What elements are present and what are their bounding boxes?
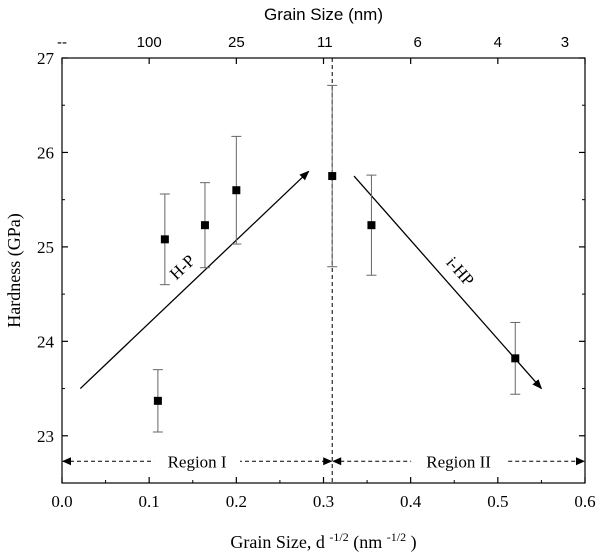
region-arrowhead-left <box>332 457 342 466</box>
region-label: Region I <box>168 452 227 471</box>
y-tick-label: 26 <box>37 143 54 162</box>
x-tick-label: 0.4 <box>400 492 422 511</box>
top-tick-label: 4 <box>494 34 502 51</box>
x-axis-title-unit-exponent: -1/2 <box>387 530 406 544</box>
y-tick-label: 25 <box>37 238 54 257</box>
x-tick-label: 0.5 <box>487 492 508 511</box>
top-axis-title: Grain Size (nm) <box>264 5 383 24</box>
region-arrowhead-right <box>576 457 585 466</box>
data-point <box>367 221 376 230</box>
data-point <box>232 186 241 195</box>
data-point <box>328 172 337 181</box>
top-tick-label: 6 <box>413 34 421 51</box>
data-point <box>153 396 162 405</box>
top-tick-label: 100 <box>137 34 162 51</box>
x-tick-label: 0.1 <box>139 492 160 511</box>
top-tick-label: -- <box>57 34 67 51</box>
trend-arrow <box>353 175 543 390</box>
trend-arrow-layer: H-P i-HP <box>79 170 543 390</box>
x-tick-label: 0.2 <box>226 492 247 511</box>
data-point <box>511 354 520 363</box>
y-tick-label: 23 <box>37 427 54 446</box>
points-layer <box>152 84 521 433</box>
top-tick-label: 3 <box>561 34 569 51</box>
region-label: Region II <box>426 452 491 471</box>
x-tick-label: 0.3 <box>313 492 334 511</box>
region-layer: Region I Region II <box>62 450 585 473</box>
top-tick-label: 11 <box>317 34 333 51</box>
trend-arrow <box>79 170 310 390</box>
data-point <box>200 221 209 230</box>
x-tick-label: 0.6 <box>574 492 595 511</box>
x-axis-title: Grain Size, d -1/2 (nm -1/2 ) <box>230 525 416 553</box>
top-tick-label: 25 <box>228 34 245 51</box>
trend-arrow-label: H-P <box>166 251 199 284</box>
plot-area <box>61 57 586 484</box>
y-tick-label: 27 <box>37 49 55 68</box>
y-axis-title: Hardness (GPa) <box>4 213 25 327</box>
y-tick-label: 24 <box>37 332 55 351</box>
region-arrowhead-left <box>62 457 71 466</box>
x-axis-title-unit-close: ) <box>411 532 417 553</box>
region-arrowhead-right <box>323 457 333 466</box>
x-axis-title-main: Grain Size, d <box>230 532 324 552</box>
trend-arrow-label: i-HP <box>442 253 477 290</box>
region-label-bg <box>411 450 507 473</box>
x-tick-label: 0.0 <box>51 492 72 511</box>
ticks-layer: 0.0 0.1 0.2 0.3 0.4 0.5 0.6 23 24 25 26 27-- 100 25 11… <box>37 34 596 511</box>
region-label-bg <box>154 450 241 473</box>
data-point <box>160 235 169 244</box>
x-axis-title-exponent: -1/2 <box>329 530 348 544</box>
x-axis-title-unit: (nm <box>353 532 382 553</box>
